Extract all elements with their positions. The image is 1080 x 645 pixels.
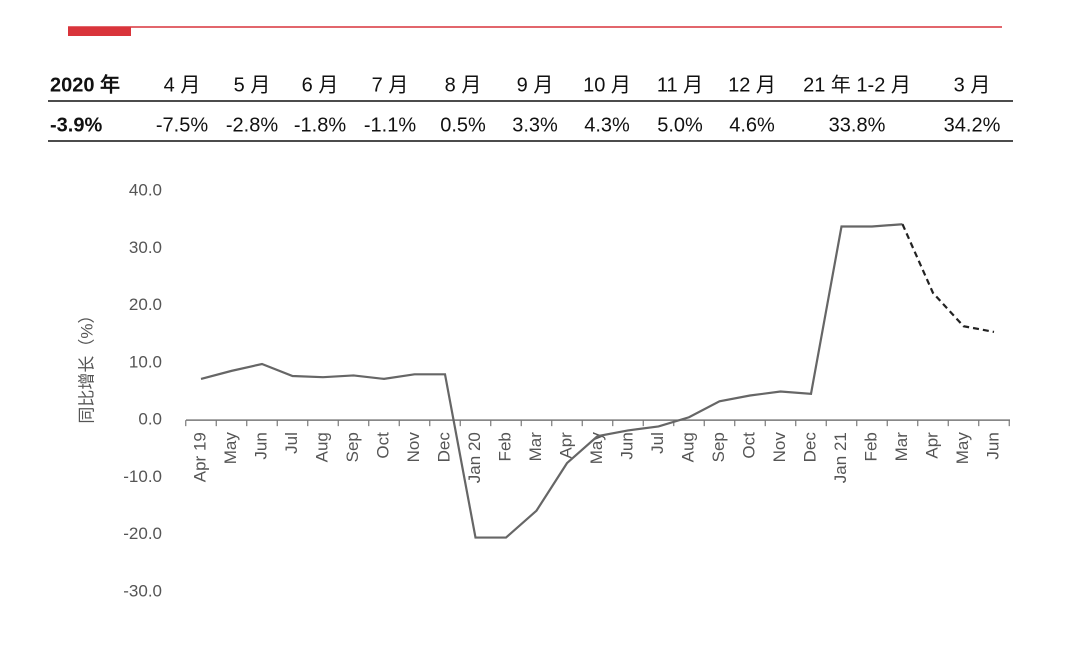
table-cell: 0.5% [440, 114, 486, 136]
x-tick-label: Apr [556, 432, 575, 459]
x-tick-label: Apr 19 [190, 432, 209, 482]
table-header-cell: 6 月 [302, 74, 339, 96]
table-cell: 33.8% [829, 114, 886, 136]
x-tick-label: Jun [251, 432, 270, 459]
table-cell: -3.9% [50, 114, 102, 136]
x-tick-label: Jun [983, 432, 1002, 459]
x-tick-label: Oct [373, 432, 392, 459]
y-tick-label: -10.0 [123, 467, 162, 486]
table-cell: 4.6% [729, 114, 775, 136]
x-tick-label: May [953, 432, 972, 465]
y-tick-label: 40.0 [129, 180, 162, 199]
y-tick-label: 20.0 [129, 295, 162, 314]
x-tick-label: Aug [678, 432, 697, 462]
table-cell: -2.8% [226, 114, 278, 136]
x-tick-label: Dec [800, 432, 819, 463]
x-tick-label: Feb [495, 432, 514, 461]
data-line [200, 223, 903, 539]
table-cell: 34.2% [944, 114, 1001, 136]
table-cell: -7.5% [156, 114, 208, 136]
x-tick-label: Mar [892, 432, 911, 462]
x-tick-label: Mar [526, 432, 545, 462]
y-tick-label: 10.0 [129, 352, 162, 371]
x-tick-label: May [221, 432, 240, 465]
table-header-cell: 11 月 [657, 74, 703, 96]
table-cell: 4.3% [584, 114, 630, 136]
x-tick-label: Oct [739, 432, 758, 459]
x-tick-label: Sep [343, 432, 362, 462]
table-header-cell: 2020 年 [50, 72, 120, 96]
y-tick-label: 30.0 [129, 238, 162, 257]
table-cell: 3.3% [512, 114, 558, 136]
table-header-cell: 10 月 [583, 74, 631, 96]
table-header-cell: 12 月 [728, 74, 776, 96]
y-tick-label: -30.0 [123, 581, 162, 600]
table-cell: -1.8% [294, 114, 346, 136]
x-tick-label: Jan 21 [831, 432, 850, 483]
table-header-cell: 8 月 [445, 74, 482, 96]
table-header-cell: 5 月 [234, 74, 271, 96]
header-accent [68, 27, 131, 36]
x-tick-label: Jul [648, 432, 667, 454]
x-tick-label: Apr [922, 432, 941, 459]
data-line [901, 223, 995, 334]
x-tick-label: Feb [861, 432, 880, 461]
y-axis-label: 同比增长（%） [77, 306, 96, 423]
table-header-cell: 4 月 [164, 74, 201, 96]
x-tick-label: Jun [617, 432, 636, 459]
x-tick-label: Aug [312, 432, 331, 462]
y-tick-label: -20.0 [123, 524, 162, 543]
x-tick-label: Nov [404, 432, 423, 463]
x-tick-label: Jan 20 [465, 432, 484, 483]
table-cell: -1.1% [364, 114, 416, 136]
table-cell: 5.0% [657, 114, 703, 136]
x-tick-label: Dec [434, 432, 453, 463]
y-tick-label: 0.0 [138, 410, 162, 429]
table-header-cell: 7 月 [372, 74, 409, 96]
table-header-cell: 3 月 [954, 74, 991, 96]
table-header-cell: 21 年 1-2 月 [803, 73, 911, 96]
x-tick-label: Sep [709, 432, 728, 462]
x-tick-label: Jul [282, 432, 301, 454]
x-tick-label: Nov [770, 432, 789, 463]
table-header-cell: 9 月 [517, 74, 554, 96]
